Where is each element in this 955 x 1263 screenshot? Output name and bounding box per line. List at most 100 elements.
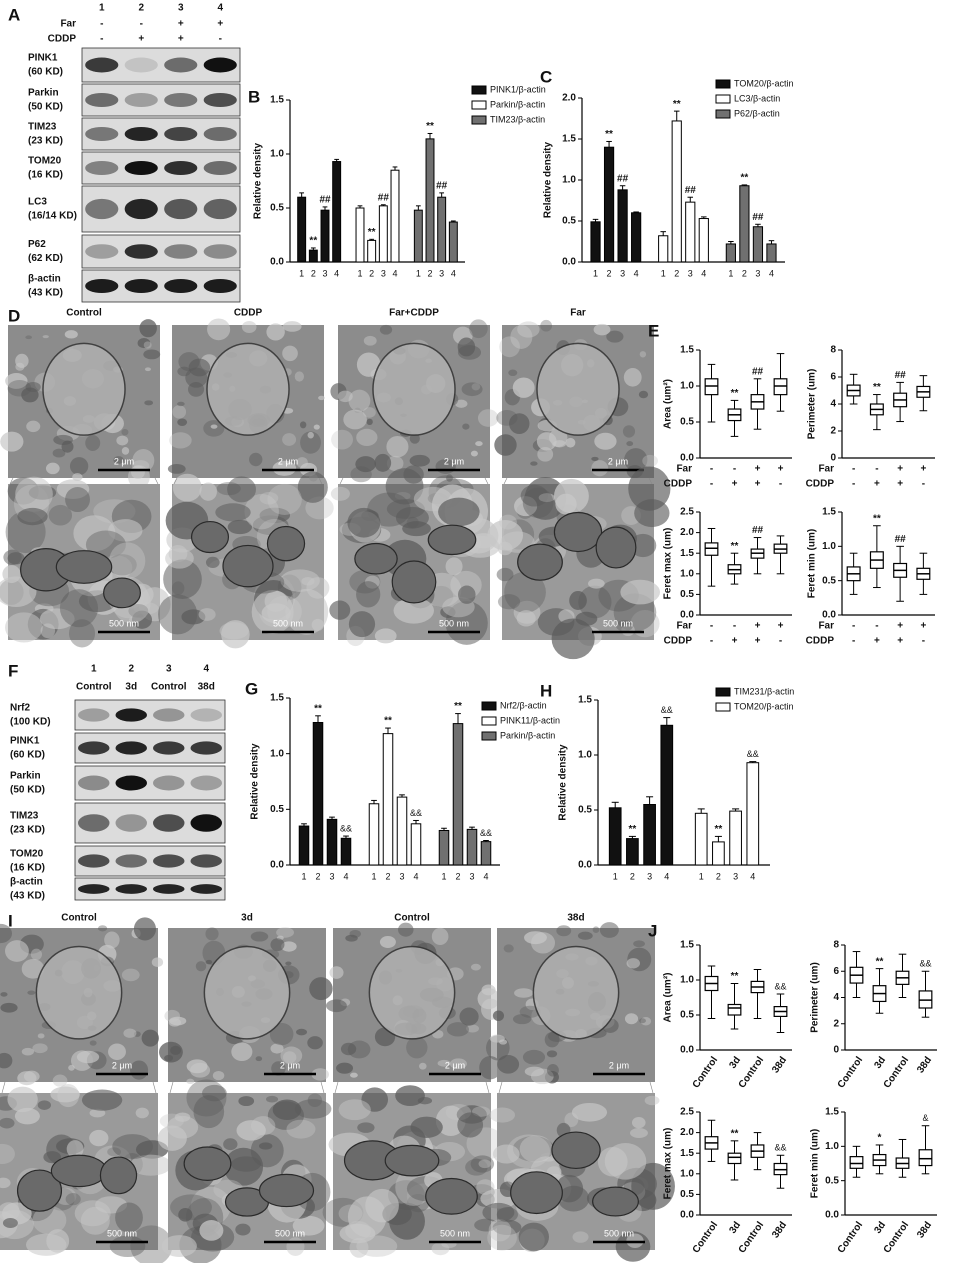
- micrograph: 500 nm: [157, 1079, 332, 1263]
- x-tick-label: 1: [699, 871, 704, 881]
- texture: [556, 925, 572, 937]
- x-tick-label: 1: [299, 268, 304, 278]
- x-tick-label: 3d: [727, 1055, 743, 1071]
- texture: [471, 383, 481, 391]
- texture: [282, 345, 298, 362]
- texture: [244, 493, 279, 530]
- texture: [497, 541, 513, 556]
- texture: [286, 1119, 316, 1139]
- condition-name: CDDP: [664, 479, 693, 490]
- y-tick-label: 2.0: [562, 93, 576, 104]
- micrograph: 2 μm: [486, 922, 655, 1085]
- texture: [522, 1049, 546, 1065]
- texture: [331, 429, 354, 450]
- blot-band: [85, 244, 119, 259]
- texture: [43, 1151, 61, 1164]
- blot-frame: [81, 234, 241, 269]
- protein-weight: (50 KD): [10, 785, 45, 796]
- panel-letter: G: [245, 679, 258, 698]
- texture: [205, 927, 219, 941]
- texture: [231, 1156, 262, 1172]
- condition-sign: -: [852, 479, 855, 490]
- y-tick-label: 2.5: [680, 1107, 694, 1118]
- texture: [285, 961, 292, 966]
- blot-band: [115, 814, 147, 832]
- texture: [479, 1055, 502, 1080]
- texture: [623, 367, 642, 387]
- texture: [639, 351, 647, 358]
- blot-band: [85, 198, 119, 220]
- condition-sign: +: [874, 636, 880, 647]
- y-axis-label: Feret min (um): [810, 1129, 821, 1198]
- condition-sign: +: [732, 636, 738, 647]
- x-tick-label: 3: [329, 871, 334, 881]
- micrograph-title: 3d: [241, 913, 253, 924]
- significance: **: [673, 99, 681, 110]
- bar: [739, 185, 750, 263]
- texture: [231, 1042, 253, 1062]
- texture: [409, 454, 430, 467]
- texture: [7, 1086, 38, 1113]
- significance: **: [741, 173, 749, 184]
- significance: **: [876, 956, 884, 967]
- texture: [81, 1089, 123, 1111]
- y-tick-label: 0.5: [680, 1010, 694, 1021]
- x-tick-label: 2: [311, 268, 316, 278]
- texture: [45, 462, 60, 475]
- texture: [199, 1220, 224, 1241]
- y-axis-label: Perimeter (um): [810, 962, 821, 1033]
- texture: [135, 1107, 149, 1119]
- bar: [390, 169, 400, 263]
- texture: [357, 1122, 375, 1133]
- y-tick-label: 1.5: [680, 940, 694, 951]
- texture: [66, 1140, 84, 1158]
- texture: [5, 612, 43, 643]
- bar: [308, 249, 318, 263]
- texture: [466, 1024, 479, 1033]
- box: [918, 1149, 933, 1167]
- y-tick-label: 2: [830, 426, 836, 437]
- protein-weight: (62 KD): [28, 253, 63, 264]
- significance: **: [731, 971, 739, 982]
- texture: [30, 948, 43, 961]
- y-tick-label: 0: [830, 453, 836, 464]
- texture: [107, 554, 137, 576]
- x-tick-label: 38d: [915, 1220, 934, 1240]
- texture: [56, 479, 90, 500]
- texture: [269, 1022, 294, 1046]
- blot-band: [153, 741, 185, 755]
- micrograph-title: Control: [394, 913, 430, 924]
- micrograph-title: Control: [66, 308, 102, 319]
- y-tick-label: 0.0: [270, 257, 284, 268]
- legend-label: TIM23/β-actin: [490, 114, 545, 124]
- y-tick-label: 1.0: [822, 541, 836, 552]
- blot-band: [190, 884, 222, 894]
- texture: [5, 940, 29, 962]
- texture: [131, 465, 145, 480]
- texture: [492, 1010, 505, 1022]
- texture: [474, 1218, 499, 1232]
- protein-label: TOM20: [28, 156, 62, 167]
- significance: ##: [436, 181, 448, 192]
- texture: [307, 1093, 323, 1108]
- condition-name: Far: [818, 621, 834, 632]
- texture: [592, 926, 600, 934]
- texture: [469, 319, 488, 339]
- texture: [361, 1087, 389, 1112]
- texture: [227, 519, 253, 535]
- texture: [0, 1143, 15, 1165]
- y-tick-label: 0.0: [680, 1210, 694, 1221]
- x-tick-label: Control: [691, 1220, 721, 1256]
- texture: [571, 1102, 608, 1122]
- texture: [512, 377, 535, 398]
- y-tick-label: 1.5: [822, 507, 836, 518]
- texture: [455, 399, 468, 408]
- legend-label: Nrf2/β-actin: [500, 700, 547, 710]
- texture: [0, 431, 24, 452]
- condition-sign: +: [874, 479, 880, 490]
- bar: [660, 724, 674, 866]
- texture: [141, 1029, 159, 1047]
- texture: [365, 1188, 399, 1223]
- x-tick-label: 1: [661, 268, 666, 278]
